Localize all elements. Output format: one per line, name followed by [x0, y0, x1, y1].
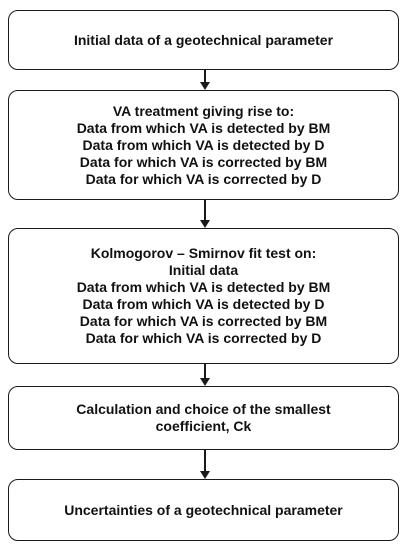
step4-line: Calculation and choice of the smallest	[76, 401, 331, 417]
arrow-down-icon	[199, 378, 210, 386]
step2-line: VA treatment giving rise to:	[112, 102, 295, 119]
step1-line: Initial data of a geotechnical parameter	[73, 31, 334, 48]
step3-line: Data for which VA is corrected by D	[85, 330, 322, 346]
arrow-shaft	[204, 200, 206, 220]
step2-line: Data from which VA is detected by BM	[76, 119, 331, 136]
step2-line: Data for which VA is corrected by D	[85, 170, 322, 187]
arrow-down-icon	[199, 220, 210, 228]
step-coefficient-choice-box: Calculation and choice of the smallest c…	[8, 386, 399, 450]
step-ks-fit-test-box: Kolmogorov – Smirnov fit test on: Initia…	[8, 228, 399, 364]
arrow-shaft	[204, 70, 206, 82]
step2-line: Data from which VA is detected by D	[82, 136, 325, 153]
step2-line: Data for which VA is corrected by BM	[79, 153, 328, 170]
arrow-shaft	[204, 450, 206, 471]
step-initial-data-box: Initial data of a geotechnical parameter	[8, 10, 399, 70]
arrow-down-icon	[199, 82, 210, 90]
step-uncertainties-box: Uncertainties of a geotechnical paramete…	[8, 479, 399, 541]
flow-arrow-3	[198, 364, 212, 386]
step3-line: Initial data	[168, 262, 239, 278]
arrow-down-icon	[199, 471, 210, 479]
flow-arrow-4	[198, 450, 212, 479]
flow-arrow-1	[198, 70, 212, 90]
step3-line: Kolmogorov – Smirnov fit test on:	[90, 245, 317, 261]
step3-line: Data from which VA is detected by D	[82, 296, 325, 312]
step-va-treatment-box: VA treatment giving rise to: Data from w…	[8, 90, 399, 200]
flow-arrow-2	[198, 200, 212, 228]
step5-line: Uncertainties of a geotechnical paramete…	[64, 501, 343, 518]
step3-line: Data for which VA is corrected by BM	[79, 313, 328, 329]
arrow-shaft	[204, 364, 206, 378]
step4-line: coefficient, Ck	[155, 418, 252, 434]
step3-line: Data from which VA is detected by BM	[76, 279, 331, 295]
